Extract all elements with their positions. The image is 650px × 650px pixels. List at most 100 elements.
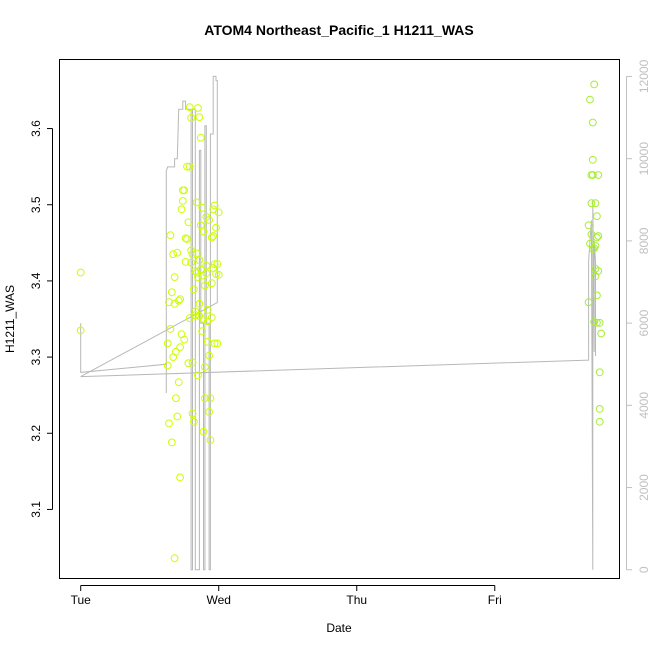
line-series-layer	[80, 75, 596, 571]
y-tick-label: 3.3	[29, 348, 43, 365]
y-tick-label: 3.1	[29, 501, 43, 518]
chart-title: ATOM4 Northeast_Pacific_1 H1211_WAS	[204, 22, 474, 38]
data-point	[172, 347, 180, 356]
data-point	[201, 394, 209, 403]
data-point	[588, 171, 597, 179]
data-point	[206, 436, 215, 445]
x-tick-label: Fri	[488, 593, 502, 607]
data-point	[166, 231, 175, 240]
data-point	[188, 358, 197, 367]
data-point	[185, 103, 194, 112]
data-point	[185, 162, 194, 171]
data-point	[201, 363, 209, 371]
data-point	[206, 394, 215, 403]
data-point	[202, 213, 211, 221]
data-point	[187, 258, 196, 267]
data-point	[194, 371, 202, 380]
y2-tick-label: 10000	[637, 142, 650, 176]
y-axis-label: H1211_WAS	[3, 285, 17, 353]
data-point	[198, 271, 207, 280]
data-point	[76, 268, 85, 277]
data-point	[595, 405, 604, 413]
y-axis-left: 3.1 3.2 3.3 3.4 3.5 3.6	[29, 120, 53, 518]
data-point	[170, 554, 179, 563]
data-point	[588, 155, 597, 164]
x-axis-label: Date	[326, 621, 352, 635]
data-point	[199, 227, 208, 236]
data-point	[209, 232, 218, 240]
y2-tick-label: 4000	[637, 392, 650, 419]
y2-tick-label: 0	[637, 566, 650, 573]
data-point	[597, 329, 605, 338]
data-point	[165, 298, 173, 307]
data-point	[173, 412, 182, 421]
data-point	[176, 473, 185, 482]
data-point	[191, 307, 200, 316]
plot-area-border	[59, 59, 620, 579]
data-point	[180, 186, 189, 195]
data-point	[188, 250, 197, 259]
data-point	[176, 343, 185, 352]
y-tick-label: 3.4	[29, 272, 43, 289]
data-point	[595, 368, 604, 377]
x-tick-label: Wed	[206, 593, 230, 607]
y-tick-label: 3.2	[29, 425, 43, 442]
data-point	[195, 299, 204, 308]
data-point	[174, 378, 183, 387]
data-point	[173, 248, 182, 257]
data-point	[163, 339, 172, 348]
data-point	[196, 133, 205, 142]
data-point	[590, 80, 599, 89]
data-point	[591, 199, 600, 208]
data-point	[176, 295, 185, 304]
data-point	[593, 233, 601, 242]
data-point	[190, 285, 198, 294]
y2-tick-label: 12000	[637, 59, 650, 93]
data-point	[187, 114, 196, 122]
data-point	[214, 208, 223, 217]
data-point	[163, 361, 172, 370]
data-point	[188, 409, 197, 418]
data-point	[167, 288, 176, 297]
series-line	[80, 75, 596, 571]
data-point	[166, 325, 175, 333]
data-point	[213, 260, 222, 269]
data-point	[172, 394, 180, 403]
data-point	[588, 118, 597, 127]
data-point	[593, 318, 601, 327]
data-point	[210, 260, 219, 269]
data-point	[594, 171, 603, 179]
data-point	[194, 104, 202, 112]
data-point	[184, 359, 193, 368]
data-point	[183, 162, 191, 171]
data-point	[201, 281, 209, 290]
data-point	[170, 273, 179, 282]
data-point	[199, 427, 208, 436]
scatter-points-layer	[76, 80, 605, 563]
data-point	[198, 203, 207, 212]
data-point	[207, 313, 216, 322]
y-tick-label: 3.5	[29, 196, 43, 213]
data-point	[203, 306, 212, 314]
y2-tick-label: 2000	[637, 474, 650, 501]
x-tick-label: Tue	[71, 593, 92, 607]
data-point	[180, 335, 189, 344]
data-point	[586, 95, 594, 104]
data-point	[593, 212, 601, 221]
data-point	[194, 273, 202, 282]
data-point	[584, 221, 593, 230]
data-point	[595, 417, 604, 426]
data-point	[595, 318, 604, 327]
data-point	[205, 408, 214, 416]
data-point	[207, 233, 216, 242]
data-point	[181, 258, 190, 266]
y2-tick-label: 8000	[637, 227, 650, 254]
data-point	[210, 339, 219, 348]
y-axis-right: 0 2000 4000 6000 8000 10000 12000	[626, 59, 650, 573]
data-point	[177, 205, 186, 214]
data-point	[210, 201, 219, 210]
data-point	[195, 113, 204, 121]
data-point	[174, 296, 183, 305]
x-tick-label: Thu	[346, 593, 367, 607]
